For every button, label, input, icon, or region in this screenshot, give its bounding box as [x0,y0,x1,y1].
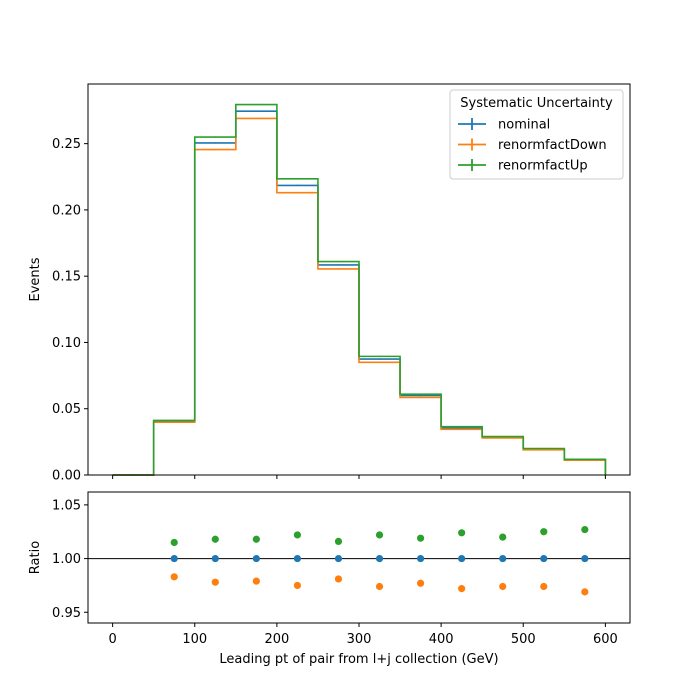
x-tick-label: 100 [182,632,207,647]
ratio-point-nominal [170,554,178,563]
legend-label-renormfactUp: renormfactUp [498,159,588,174]
ratio-point-renormfactUp [499,533,507,541]
ratio-point-nominal [499,554,507,563]
ratio-point-renormfactUp [334,537,343,545]
histogram-line-renormfactUp [112,103,607,476]
main-y-axis-label: Events [28,257,43,301]
ratio-point-renormfactDown [375,582,384,591]
ratio-y-tick-label: 1.00 [52,552,81,567]
ratio-point-renormfactUp [211,535,219,543]
ratio-series-nominal [170,554,589,563]
ratio-point-nominal [581,554,589,563]
legend-entry-renormfactDown: renormfactDown [458,138,607,153]
x-axis-label: Leading pt of pair from l+j collection (… [219,652,498,667]
ratio-point-renormfactUp [540,528,548,536]
ratio-point-renormfactDown [211,578,219,586]
ratio-ticks-layer: 0 100 200 300 400 500 600 0.95 1.00 1.05 [52,498,618,647]
legend-box [449,89,624,180]
ratio-point-renormfactUp [293,531,302,539]
legend-title: Systematic Uncertainty [460,96,613,111]
x-tick-label: 400 [429,632,454,647]
ratio-point-renormfactDown [581,588,589,596]
ratio-point-nominal [334,554,343,563]
ratio-y-axis-label: Ratio [28,541,43,574]
ratio-point-nominal [458,554,466,563]
main-plot-frame [87,83,631,476]
ratio-point-renormfactUp [252,535,260,543]
ratio-point-nominal [540,554,548,563]
x-tick-label: 600 [593,632,618,647]
ratio-point-renormfactDown [334,575,343,583]
main-panel: 0.00 0.05 0.10 0.15 0.20 0.25 Events [28,83,631,484]
ratio-y-tick-label: 0.95 [52,606,81,621]
legend-entry-renormfactUp: renormfactUp [458,159,588,174]
ratio-point-renormfactUp [170,538,178,547]
main-y-tick-label: 0.00 [52,469,81,484]
x-tick-label: 200 [264,632,289,647]
ratio-point-nominal [293,554,302,563]
ratio-point-nominal [416,554,425,563]
main-ticks-layer: 0.00 0.05 0.10 0.15 0.20 0.25 [52,137,606,484]
ratio-point-renormfactUp [416,534,425,542]
ratio-point-renormfactDown [293,581,302,590]
main-series-layer [112,103,607,476]
legend-label-nominal: nominal [498,118,550,133]
ratio-point-renormfactDown [499,582,507,591]
x-tick-label: 500 [511,632,536,647]
legend-label-renormfactDown: renormfactDown [498,138,607,153]
ratio-plot-frame [87,491,631,624]
main-y-tick-label: 0.05 [52,402,81,417]
x-tick-label: 0 [108,632,116,647]
main-y-tick-label: 0.25 [52,137,81,152]
ratio-series-renormfactUp [170,525,589,547]
main-y-tick-label: 0.15 [52,270,81,285]
ratio-point-renormfactUp [581,525,589,534]
ratio-point-renormfactDown [416,579,425,587]
ratio-point-nominal [252,554,260,563]
main-y-tick-label: 0.20 [52,203,81,218]
ratio-point-renormfactUp [458,529,466,537]
ratio-point-renormfactDown [540,582,548,591]
ratio-y-tick-label: 1.05 [52,498,81,513]
x-tick-label: 300 [347,632,372,647]
ratio-point-renormfactDown [252,577,260,585]
ratio-point-renormfactDown [458,585,466,593]
main-y-tick-label: 0.10 [52,336,81,351]
ratio-series-renormfactDown [170,573,589,596]
legend-entries: nominal renormfactDown renormfactUp [458,118,607,174]
ratio-series-layer [170,525,589,596]
ratio-point-renormfactUp [375,531,384,539]
ratio-point-nominal [375,554,384,563]
legend-entry-nominal: nominal [458,118,550,133]
legend: Systematic Uncertainty nominal renormfact… [449,89,624,180]
ratio-point-nominal [211,554,219,563]
ratio-panel: 0 100 200 300 400 500 600 0.95 1.00 1.05 Ratio Le… [28,491,631,667]
ratio-point-renormfactDown [170,573,178,581]
